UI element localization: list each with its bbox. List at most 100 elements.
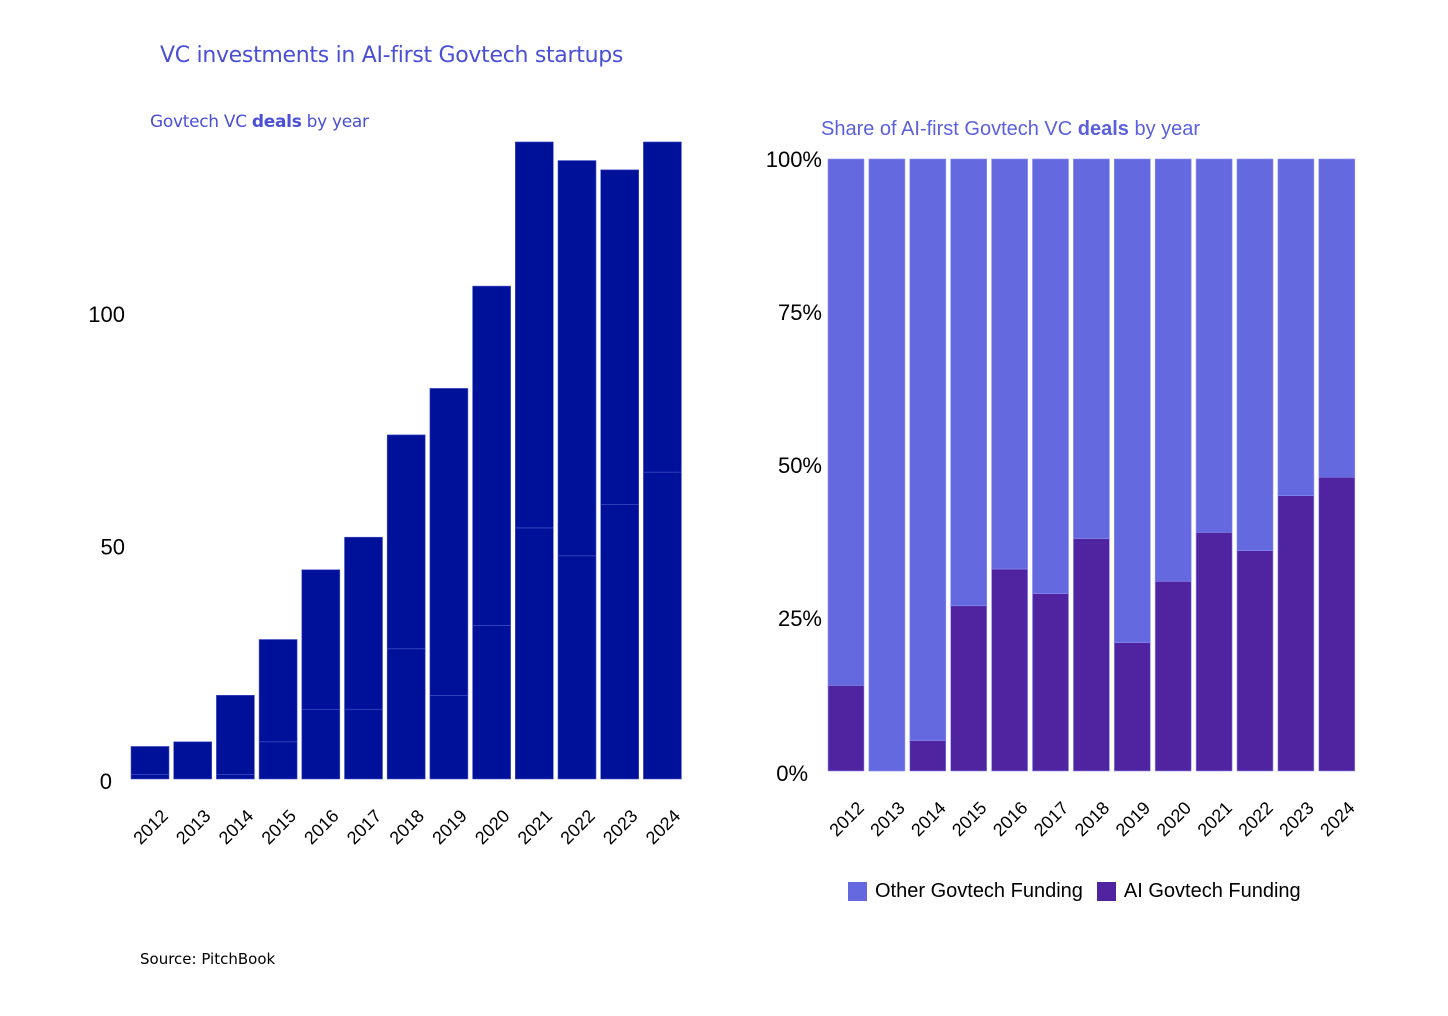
right-y-tick-100: 100%: [766, 147, 822, 172]
right-bar-other-2016: [991, 158, 1028, 570]
right-bar-ai-2022: [1236, 550, 1274, 772]
right-x-tick-2020: 2020: [1153, 798, 1195, 840]
right-x-tick-2012: 2012: [825, 798, 867, 840]
left-chart-title: Govtech VC deals by year: [150, 112, 369, 132]
right-bar-other-2020: [1154, 158, 1192, 582]
left-bar-other-2021: [514, 141, 554, 529]
left-bar-other-2016: [301, 569, 341, 710]
legend-label-ai: AI Govtech Funding: [1123, 880, 1301, 902]
left-bar-ai-2014: [216, 774, 255, 780]
right-y-tick-75: 75%: [778, 300, 822, 325]
left-bar-ai-2017: [344, 708, 383, 780]
left-bar-other-2019: [429, 388, 469, 696]
left-title-post: by year: [301, 112, 369, 132]
right-x-tick-2019: 2019: [1112, 798, 1154, 840]
source-note: Source: PitchBook: [140, 950, 276, 968]
left-x-tick-2015: 2015: [258, 806, 300, 848]
left-x-tick-2016: 2016: [300, 806, 342, 848]
right-x-tick-2016: 2016: [989, 798, 1031, 840]
right-legend: Other Govtech Funding AI Govtech Funding: [848, 880, 1315, 902]
left-bar-other-2015: [258, 639, 298, 743]
legend-swatch-other: [848, 881, 867, 901]
left-x-tick-2023: 2023: [599, 806, 641, 848]
right-bar-ai-2018: [1073, 538, 1110, 772]
right-bar-other-2021: [1195, 158, 1233, 533]
right-bar-ai-2020: [1154, 580, 1192, 772]
left-bar-other-2024: [643, 141, 682, 473]
right-bar-ai-2015: [950, 605, 988, 772]
left-x-tick-2020: 2020: [471, 806, 513, 848]
left-x-tick-2017: 2017: [343, 806, 385, 848]
right-x-tick-2024: 2024: [1316, 798, 1358, 840]
right-bar-other-2018: [1073, 158, 1110, 539]
right-chart-title: Share of AI-first Govtech VC deals by ye…: [821, 118, 1200, 141]
right-x-tick-2017: 2017: [1030, 798, 1072, 840]
right-x-tick-2022: 2022: [1234, 798, 1276, 840]
right-title-pre: Share of AI-first Govtech VC: [821, 118, 1078, 140]
left-bar-other-2018: [386, 434, 426, 650]
left-y-tick-100: 100: [88, 302, 125, 327]
main-title: VC investments in AI-first Govtech start…: [160, 43, 624, 68]
right-bar-ai-2016: [991, 568, 1028, 772]
left-x-tick-2012: 2012: [129, 806, 171, 848]
right-bar-other-2019: [1114, 158, 1151, 643]
right-bar-ai-2012: [827, 685, 865, 772]
right-bar-ai-2019: [1114, 642, 1151, 772]
left-bar-ai-2012: [130, 774, 170, 780]
right-bar-other-2013: [868, 158, 906, 772]
left-bar-ai-2021: [514, 527, 554, 780]
left-x-tick-2022: 2022: [556, 806, 598, 848]
right-title-bold: deals: [1077, 118, 1129, 140]
right-bar-other-2024: [1318, 158, 1356, 478]
left-bar-ai-2018: [386, 648, 426, 780]
right-bar-other-2017: [1032, 158, 1069, 594]
right-y-tick-25: 25%: [778, 606, 822, 631]
right-y-tick-0: 0%: [776, 761, 808, 786]
right-bar-other-2012: [827, 158, 865, 686]
right-bar-other-2014: [909, 158, 947, 741]
right-x-tick-2014: 2014: [907, 798, 949, 840]
right-bar-ai-2021: [1195, 532, 1233, 772]
left-bar-ai-2015: [258, 741, 298, 780]
left-bar-ai-2016: [301, 708, 341, 780]
right-bar-other-2015: [950, 158, 988, 607]
left-bar-ai-2024: [643, 471, 682, 780]
left-x-tick-2019: 2019: [428, 806, 470, 848]
left-bar-other-2014: [216, 694, 255, 775]
right-bar-other-2023: [1277, 158, 1315, 496]
right-bar-other-2022: [1236, 158, 1274, 551]
left-bar-ai-2020: [472, 625, 511, 780]
left-y-tick-50: 50: [101, 535, 125, 560]
right-x-tick-2018: 2018: [1071, 798, 1113, 840]
left-bar-ai-2022: [557, 555, 597, 780]
left-title-bold: deals: [251, 112, 302, 132]
legend-item-other: Other Govtech Funding: [848, 880, 1083, 902]
right-x-tick-2015: 2015: [948, 798, 990, 840]
right-bar-ai-2017: [1032, 593, 1069, 772]
right-x-tick-2021: 2021: [1194, 798, 1236, 840]
left-bar-other-2017: [344, 536, 383, 710]
left-bar-other-2020: [472, 285, 511, 626]
right-x-tick-2013: 2013: [866, 798, 908, 840]
left-x-tick-2024: 2024: [642, 806, 684, 848]
left-title-pre: Govtech VC: [150, 112, 252, 132]
left-x-tick-2014: 2014: [215, 806, 257, 848]
right-bar-ai-2023: [1277, 495, 1315, 772]
right-title-post: by year: [1128, 118, 1201, 140]
left-bar-other-2023: [600, 169, 640, 505]
legend-item-ai: AI Govtech Funding: [1096, 880, 1301, 902]
left-bar-ai-2023: [600, 504, 640, 780]
left-x-tick-2021: 2021: [514, 806, 556, 848]
left-x-tick-2018: 2018: [386, 806, 428, 848]
right-x-tick-2023: 2023: [1275, 798, 1317, 840]
left-x-tick-2013: 2013: [172, 806, 214, 848]
legend-label-other: Other Govtech Funding: [875, 880, 1083, 902]
left-bar-other-2013: [173, 741, 212, 780]
left-bar-other-2022: [557, 160, 597, 557]
right-bar-ai-2024: [1318, 476, 1356, 772]
right-bar-ai-2014: [909, 740, 947, 772]
left-bar-ai-2019: [429, 694, 469, 780]
right-y-tick-50: 50%: [778, 453, 822, 478]
left-bar-other-2012: [130, 746, 170, 775]
